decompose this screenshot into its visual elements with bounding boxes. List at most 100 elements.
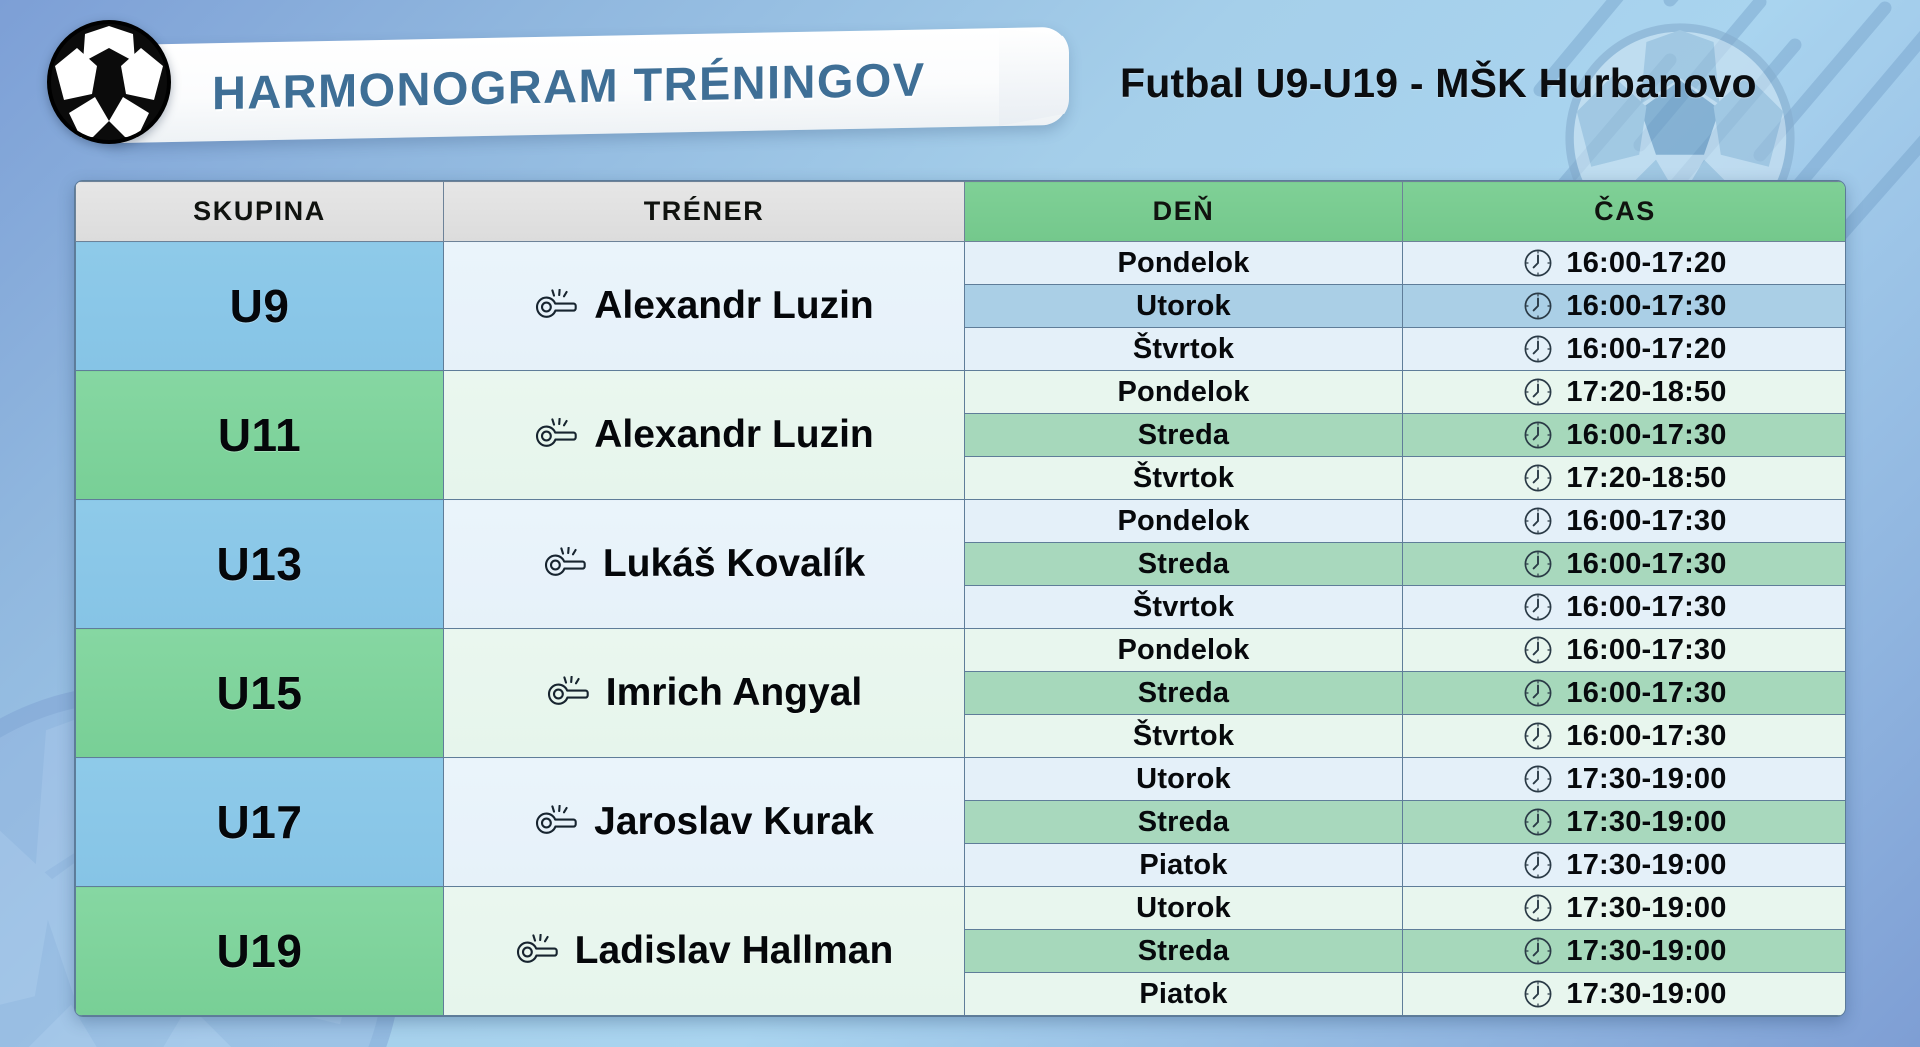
day-cell: Štvrtok <box>964 714 1403 758</box>
clock-icon <box>1524 679 1552 707</box>
column-header-den: DEŇ <box>964 181 1403 242</box>
time-value: 16:00-17:30 <box>1566 418 1727 451</box>
table-row: Streda 16:00-17:30 <box>76 542 1845 586</box>
time-cell: 17:30-19:00 <box>1402 757 1845 801</box>
column-header-cas: ČAS <box>1402 181 1845 242</box>
time-value: 17:30-19:00 <box>1566 934 1727 967</box>
time-cell: 16:00-17:20 <box>1402 241 1845 285</box>
day-cell: Štvrtok <box>964 456 1403 500</box>
schedule-table-container: SKUPINA TRÉNER DEŇ ČAS U9 Alexandr Luzin P… <box>74 180 1846 1017</box>
time-cell: 16:00-17:30 <box>1402 714 1845 758</box>
table-row: Piatok 17:30-19:00 <box>76 972 1845 1016</box>
group-cell: U11 <box>75 370 444 500</box>
day-cell: Štvrtok <box>964 327 1403 371</box>
time-value: 16:00-17:30 <box>1566 289 1727 322</box>
day-cell: Štvrtok <box>964 585 1403 629</box>
clock-icon <box>1524 636 1552 664</box>
time-cell: 16:00-17:30 <box>1402 628 1845 672</box>
clock-icon <box>1524 894 1552 922</box>
coach-cell: Jaroslav Kurak <box>443 757 965 887</box>
time-value: 17:30-19:00 <box>1566 977 1727 1010</box>
time-cell: 17:30-19:00 <box>1402 972 1845 1016</box>
clock-icon <box>1524 378 1552 406</box>
coach-cell: Imrich Angyal <box>443 628 965 758</box>
clock-icon <box>1524 851 1552 879</box>
time-cell: 17:20-18:50 <box>1402 370 1845 414</box>
table-row: U15 Imrich Angyal Pondelok 16:00-17:30 <box>75 628 1845 758</box>
whistle-icon <box>516 934 558 963</box>
time-value: 16:00-17:30 <box>1566 719 1727 752</box>
day-cell: Utorok <box>964 284 1403 328</box>
day-cell: Piatok <box>964 972 1403 1016</box>
day-cell: Pondelok <box>964 628 1403 672</box>
page-subtitle: Futbal U9-U19 - MŠK Hurbanovo <box>1120 60 1757 106</box>
time-cell: 17:30-19:00 <box>1402 800 1845 844</box>
coach-name: Ladislav Hallman <box>574 929 894 972</box>
time-cell: 16:00-17:30 <box>1402 585 1845 629</box>
day-cell: Streda <box>964 413 1403 457</box>
coach-name: Jaroslav Kurak <box>594 800 874 843</box>
time-cell: 17:30-19:00 <box>1402 843 1845 887</box>
title-plate: HARMONOGRAM TRÉNINGOV <box>108 26 1068 144</box>
time-cell: 17:20-18:50 <box>1402 456 1845 500</box>
time-value: 16:00-17:30 <box>1566 633 1727 666</box>
table-row: Utorok 16:00-17:30 <box>76 284 1845 328</box>
clock-icon <box>1524 808 1552 836</box>
day-cell: Utorok <box>964 757 1403 801</box>
table-row: Štvrtok 16:00-17:30 <box>76 714 1845 758</box>
group-cell: U19 <box>75 886 444 1016</box>
time-value: 17:20-18:50 <box>1566 375 1727 408</box>
clock-icon <box>1524 507 1552 535</box>
time-cell: 16:00-17:30 <box>1402 671 1845 715</box>
group-cell: U9 <box>75 241 444 371</box>
day-cell: Piatok <box>964 843 1403 887</box>
whistle-icon <box>536 289 577 318</box>
clock-icon <box>1524 980 1552 1008</box>
table-row: Štvrtok 17:20-18:50 <box>76 456 1845 500</box>
table-row: U17 Jaroslav Kurak Utorok 17:30-19:00 <box>75 757 1845 887</box>
coach-name: Alexandr Luzin <box>594 413 874 456</box>
coach-cell: Alexandr Luzin <box>443 370 965 500</box>
table-row: Streda 16:00-17:30 <box>76 413 1845 457</box>
table-row: U11 Alexandr Luzin Pondelok 17:20-18:50 <box>75 370 1845 500</box>
clock-icon <box>1524 421 1552 449</box>
soccer-ball-icon <box>47 20 171 144</box>
coach-name: Imrich Angyal <box>605 671 863 714</box>
clock-icon <box>1524 765 1552 793</box>
page-title: HARMONOGRAM TRÉNINGOV <box>212 52 926 119</box>
clock-icon <box>1524 292 1552 320</box>
time-value: 17:30-19:00 <box>1566 891 1727 924</box>
time-value: 16:00-17:30 <box>1566 547 1727 580</box>
coach-cell: Ladislav Hallman <box>443 886 965 1016</box>
table-row: U13 Lukáš Kovalík Pondelok 16:00-17:30 <box>75 499 1845 629</box>
time-value: 16:00-17:30 <box>1566 590 1727 623</box>
column-header-trener: TRÉNER <box>443 181 965 242</box>
table-row: Piatok 17:30-19:00 <box>76 843 1845 887</box>
time-cell: 16:00-17:30 <box>1402 413 1845 457</box>
table-header-row: SKUPINA TRÉNER DEŇ ČAS <box>75 181 1845 242</box>
whistle-icon <box>544 547 586 576</box>
time-value: 16:00-17:30 <box>1566 504 1727 537</box>
coach-cell: Alexandr Luzin <box>443 241 965 371</box>
group-cell: U15 <box>75 628 444 758</box>
column-header-skupina: SKUPINA <box>75 181 444 242</box>
table-body: U9 Alexandr Luzin Pondelok 16:00-17:20 Utoro… <box>75 241 1845 1016</box>
coach-name: Alexandr Luzin <box>594 284 874 327</box>
table-row: Štvrtok 16:00-17:20 <box>76 327 1845 371</box>
time-value: 16:00-17:30 <box>1566 676 1727 709</box>
day-cell: Streda <box>964 542 1403 586</box>
table-row: U19 Ladislav Hallman Utorok 17:30-19:00 <box>75 886 1845 1016</box>
group-cell: U13 <box>75 499 444 629</box>
time-value: 17:20-18:50 <box>1566 461 1727 494</box>
clock-icon <box>1524 464 1552 492</box>
day-cell: Pondelok <box>964 241 1403 285</box>
group-cell: U17 <box>75 757 444 887</box>
time-value: 16:00-17:20 <box>1566 332 1727 365</box>
clock-icon <box>1524 937 1552 965</box>
whistle-icon <box>536 805 577 834</box>
time-cell: 17:30-19:00 <box>1402 929 1845 973</box>
time-value: 16:00-17:20 <box>1566 246 1727 279</box>
schedule-table: SKUPINA TRÉNER DEŇ ČAS U9 Alexandr Luzin P… <box>75 181 1845 1016</box>
day-cell: Pondelok <box>964 370 1403 414</box>
time-cell: 16:00-17:30 <box>1402 542 1845 586</box>
